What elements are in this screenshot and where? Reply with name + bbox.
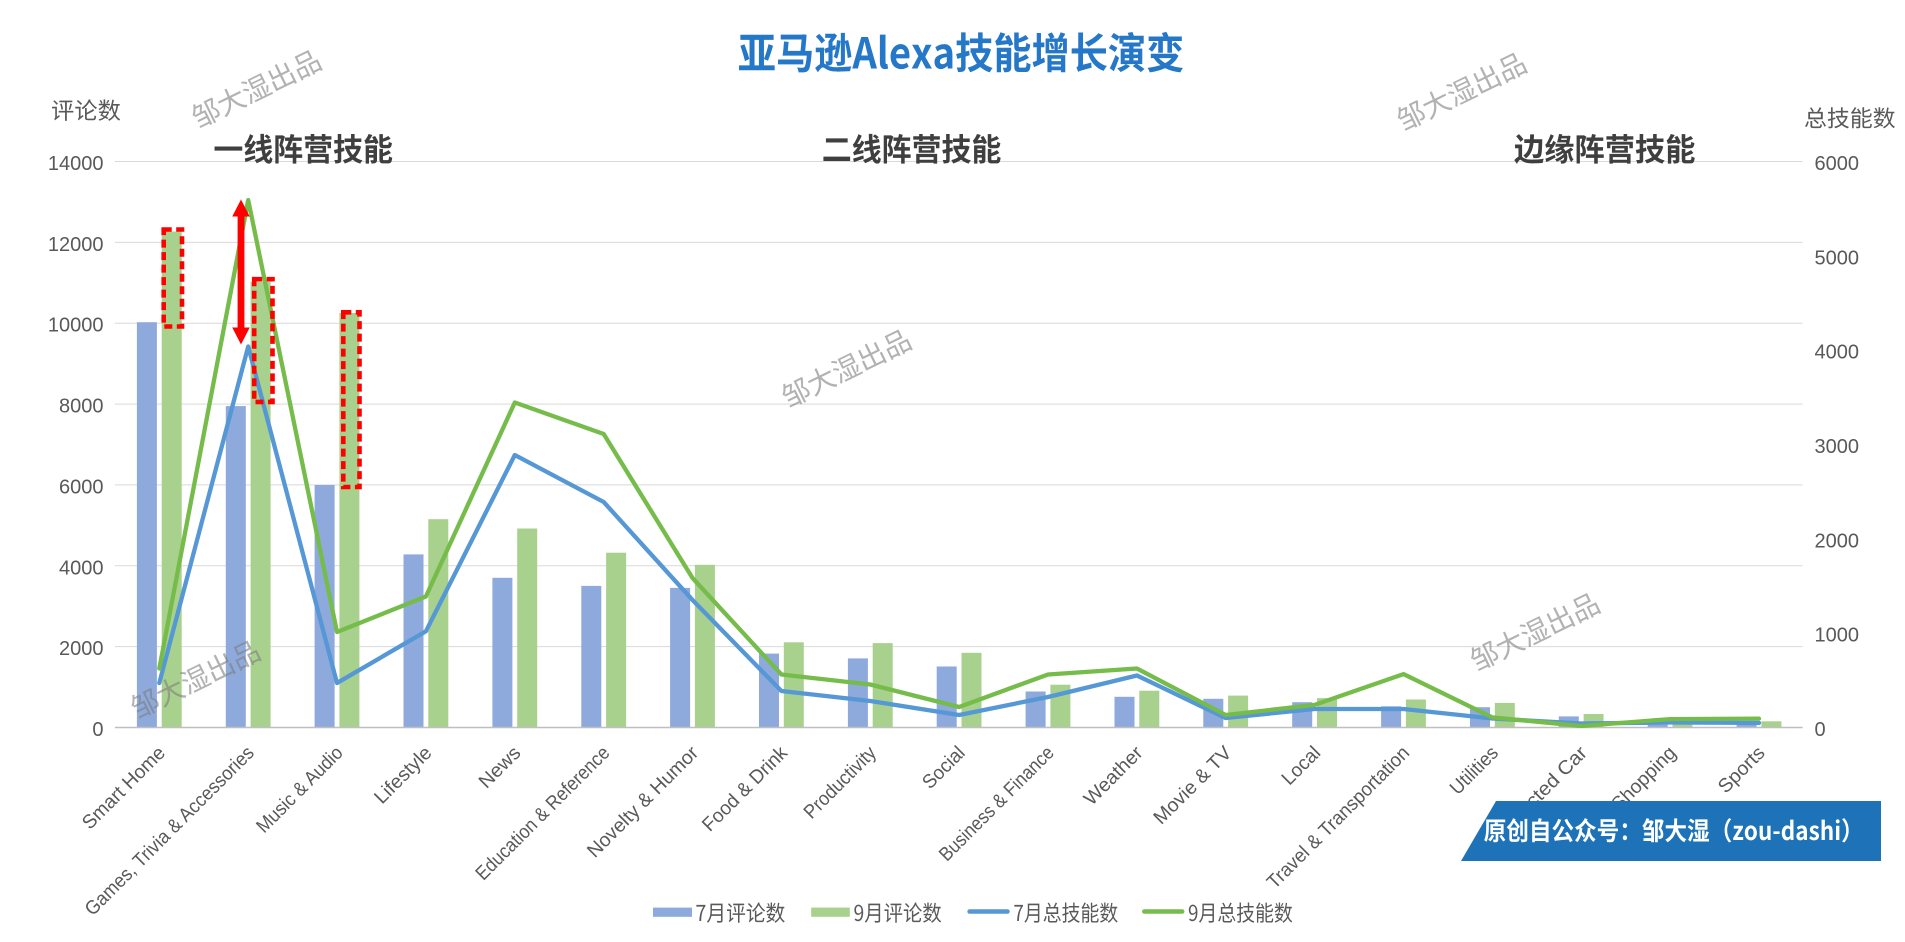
svg-text:6000: 6000 <box>59 476 104 498</box>
svg-text:0: 0 <box>1815 719 1826 741</box>
svg-text:10000: 10000 <box>48 315 104 337</box>
svg-text:4000: 4000 <box>59 557 104 579</box>
svg-text:3000: 3000 <box>1815 436 1860 458</box>
svg-text:6000: 6000 <box>1815 153 1860 175</box>
svg-text:5000: 5000 <box>1815 247 1860 269</box>
svg-text:2000: 2000 <box>59 638 104 660</box>
svg-text:12000: 12000 <box>48 234 104 256</box>
svg-text:8000: 8000 <box>59 396 104 418</box>
svg-text:0: 0 <box>92 719 103 741</box>
svg-text:1000: 1000 <box>1815 625 1860 647</box>
svg-text:14000: 14000 <box>48 153 104 175</box>
svg-text:4000: 4000 <box>1815 342 1860 364</box>
svg-text:2000: 2000 <box>1815 530 1860 552</box>
